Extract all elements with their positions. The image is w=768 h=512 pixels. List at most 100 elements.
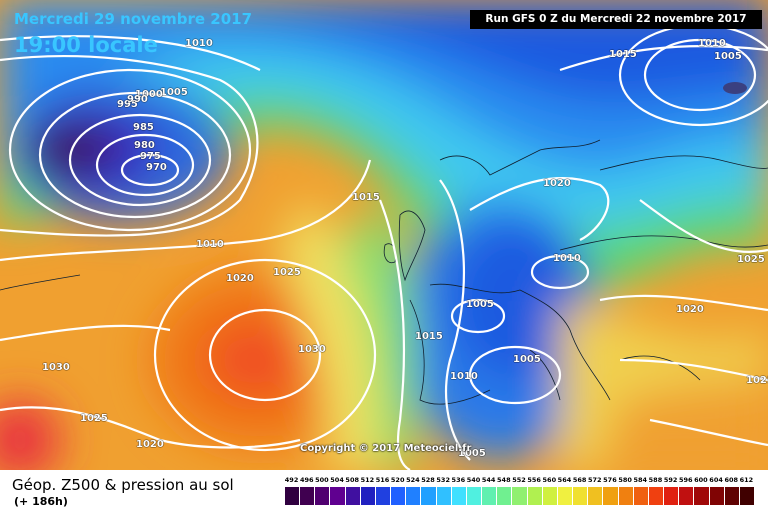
- isobar-label: 1030: [42, 362, 70, 373]
- isobar-label: 1015: [609, 49, 637, 60]
- scale-tick-label: 500: [315, 476, 329, 484]
- isobar-label: 1020: [136, 439, 164, 450]
- scale-tick-label: 548: [497, 476, 511, 484]
- low-centre-east: [723, 82, 747, 94]
- product-title: Géop. Z500 & pression au sol: [12, 476, 234, 494]
- scale-tick-label: 608: [724, 476, 739, 484]
- scale-swatch: [572, 487, 588, 505]
- isobar-label: 1010: [698, 38, 726, 49]
- isobar-label: 975: [140, 151, 161, 162]
- scale-tick-label: 512: [360, 476, 375, 484]
- scale-tick-label: 552: [512, 476, 526, 484]
- scale-tick-label: 604: [709, 476, 723, 484]
- scale-swatch: [374, 487, 391, 505]
- isobar-label: 1025: [746, 375, 768, 386]
- scale-tick-label: 524: [406, 476, 420, 484]
- scale-swatch: [556, 487, 573, 505]
- coastlines: [0, 139, 768, 405]
- scale-tick-label: 492: [284, 476, 299, 484]
- scale-swatch: [435, 487, 451, 505]
- scale-swatch: [299, 487, 315, 505]
- scale-tick-label: 580: [618, 476, 632, 484]
- isobar-label: 990: [127, 94, 148, 105]
- isobar-label: 1010: [196, 239, 224, 250]
- isobar-label: 1005: [466, 299, 494, 310]
- isobar-label: 980: [134, 140, 155, 151]
- scale-tick-label: 572: [588, 476, 602, 484]
- scale-tick-label: 532: [436, 476, 450, 484]
- isobar-label: 1015: [352, 192, 380, 203]
- isobar-label: 1020: [226, 273, 254, 284]
- isobar-label: 1010: [185, 38, 213, 49]
- isobar-label: 1005: [513, 354, 541, 365]
- isobar-label: 1020: [676, 304, 704, 315]
- scale-swatch: [344, 487, 360, 505]
- geopotential-field: [0, 0, 768, 470]
- scale-swatch: [647, 487, 664, 505]
- scale-tick-label: 592: [663, 476, 678, 484]
- colour-scale: 492 496 500 504 508 512 516 520 524 528 532 536 540 5…: [284, 476, 754, 508]
- model-run-banner: Run GFS 0 Z du Mercredi 22 novembre 2017: [470, 10, 762, 29]
- isobar-label: 1030: [298, 344, 326, 355]
- scale-tick-label: 584: [633, 476, 648, 484]
- isobar-label: 1010: [450, 371, 478, 382]
- scale-swatch: [723, 487, 739, 505]
- isobar-label: 1020: [543, 178, 571, 189]
- isobar-label: 1025: [80, 413, 108, 424]
- scale-swatch: [284, 487, 300, 505]
- copyright-notice: Copyright © 2017 Meteociel.fr: [300, 443, 472, 454]
- scale-swatch: [663, 487, 679, 505]
- isobars: [0, 23, 768, 470]
- map-canvas: [0, 0, 768, 470]
- isobar-label: 1005: [160, 87, 188, 98]
- scale-tick-label: 528: [421, 476, 435, 484]
- scale-swatch: [617, 487, 633, 505]
- scale-tick-label: 536: [451, 476, 466, 484]
- scale-tick-label: 560: [542, 476, 557, 484]
- scale-swatch: [359, 487, 375, 505]
- scale-swatch: [511, 487, 527, 505]
- scale-tick-label: 600: [694, 476, 708, 484]
- scale-tick-label: 564: [557, 476, 572, 484]
- scale-tick-label: 544: [481, 476, 496, 484]
- isobar-label: 1025: [273, 267, 301, 278]
- scale-tick-label: 556: [527, 476, 541, 484]
- scale-swatch: [420, 487, 436, 505]
- scale-swatch: [738, 487, 754, 505]
- scale-tick-label: 496: [299, 476, 314, 484]
- isobar-label: 1015: [415, 331, 443, 342]
- scale-tick-label: 612: [739, 476, 754, 484]
- scale-tick-label: 576: [603, 476, 617, 484]
- scale-tick-label: 516: [375, 476, 390, 484]
- isobar-label: 1005: [714, 51, 742, 62]
- scale-tick-label: 568: [572, 476, 587, 484]
- scale-swatch: [314, 487, 330, 505]
- scale-swatch: [541, 487, 557, 505]
- scale-swatch: [708, 487, 724, 505]
- scale-swatch: [450, 487, 466, 505]
- scale-swatch: [465, 487, 482, 505]
- scale-swatch: [602, 487, 618, 505]
- isobar-label: 985: [133, 122, 154, 133]
- scale-swatch: [390, 487, 406, 505]
- scale-swatch: [329, 487, 345, 505]
- scale-swatch: [496, 487, 512, 505]
- lead-time: (+ 186h): [14, 495, 68, 508]
- isobar-label: 970: [146, 162, 167, 173]
- scale-tick-label: 540: [466, 476, 481, 484]
- scale-swatch: [693, 487, 709, 505]
- scale-swatch: [481, 487, 497, 505]
- isobar-label: 1005: [458, 448, 486, 459]
- isobar-label: 1010: [553, 253, 581, 264]
- scale-tick-label: 588: [648, 476, 663, 484]
- scale-swatch: [587, 487, 603, 505]
- scale-tick-label: 596: [678, 476, 693, 484]
- scale-tick-label: 520: [390, 476, 405, 484]
- forecast-date: Mercredi 29 novembre 2017: [14, 10, 253, 28]
- scale-tick-label: 508: [345, 476, 360, 484]
- scale-swatch: [632, 487, 648, 505]
- scale-swatch: [405, 487, 421, 505]
- isobar-label: 1025: [737, 254, 765, 265]
- scale-tick-label: 504: [330, 476, 344, 484]
- forecast-time: 19:00 locale: [14, 33, 158, 57]
